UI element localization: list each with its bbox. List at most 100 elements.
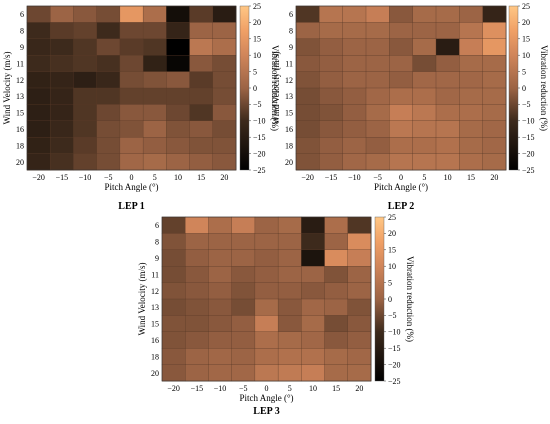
x-tick-label: −5: [104, 173, 113, 182]
colorbar-tick-label: −25: [253, 166, 266, 175]
y-tick-label: 20: [285, 158, 293, 167]
heatmap-cell: [142, 137, 167, 155]
heatmap-cell: [482, 120, 507, 138]
heatmap-cell: [389, 153, 414, 171]
heatmap-cell: [189, 87, 214, 105]
heatmap-cell: [185, 249, 209, 267]
heatmap-cell: [142, 38, 167, 56]
heatmap-cell: [389, 71, 414, 89]
heatmap-cell: [389, 120, 414, 138]
heatmap-cell: [231, 348, 256, 366]
heatmap-cell: [459, 5, 484, 23]
colorbar-tick-label: 25: [388, 213, 396, 222]
heatmap-cell: [185, 331, 209, 349]
heatmap-cell: [185, 216, 209, 234]
heatmap-cell: [119, 87, 144, 105]
heatmap-cell: [212, 120, 237, 138]
heatmap-cell: [482, 137, 507, 155]
heatmap-cell: [119, 5, 144, 23]
heatmap-cell: [212, 22, 237, 40]
heatmap-cell: [254, 249, 279, 267]
y-tick-label: 20: [151, 369, 159, 378]
heatmap-cell: [73, 120, 98, 138]
heatmap-cell: [301, 348, 326, 366]
heatmap-cell: [119, 38, 144, 56]
heatmap-cell: [342, 22, 367, 40]
heatmap-cell: [166, 87, 191, 105]
heatmap-cell: [365, 38, 390, 56]
heatmap-cell: [161, 249, 186, 267]
heatmap-cell: [459, 55, 484, 73]
heatmap-cell: [212, 55, 237, 73]
y-tick-label: 15: [16, 109, 24, 118]
heatmap-cell: [459, 87, 484, 105]
heatmap-cell: [389, 137, 414, 155]
heatmap-cell: [73, 104, 98, 122]
heatmap-cell: [389, 104, 414, 122]
colorbar-tick-label: −10: [522, 117, 535, 126]
y-tick-label: 9: [289, 43, 293, 52]
heatmap-cell: [161, 298, 186, 316]
heatmap-cell: [324, 315, 349, 333]
colorbar-tick-label: 15: [522, 35, 530, 44]
heatmap-cell: [161, 364, 186, 382]
colorbar-title: Vibration reduction (%): [270, 45, 280, 131]
heatmap-cell: [50, 55, 74, 73]
x-tick-label: −10: [214, 384, 227, 393]
heatmap-cell: [324, 298, 349, 316]
plot-frame: [26, 5, 237, 171]
x-axis-title: Pitch Angle (°): [104, 182, 158, 192]
heatmap-cell: [254, 331, 279, 349]
heatmap-cell: [119, 120, 144, 138]
heatmap-cell: [50, 87, 74, 105]
heatmap-cell: [301, 282, 326, 300]
x-tick-label: 15: [332, 384, 340, 393]
panel-caption: LEP 2: [388, 201, 414, 212]
heatmap-cell: [459, 153, 484, 171]
heatmap-cell: [342, 55, 367, 73]
heatmap-cell: [161, 348, 186, 366]
x-tick-label: 5: [153, 173, 157, 182]
heatmap-panel-2: 6 8 9 11 12 13 15 16 18 20 −20 −15 −10 −5 0 5 10 15 20 Pitc…: [271, 2, 549, 212]
heatmap-cell: [185, 348, 209, 366]
heatmap-cell: [96, 137, 121, 155]
x-tick-label: −20: [301, 173, 314, 182]
y-tick-label: 6: [155, 221, 159, 230]
colorbar-tick-label: −20: [388, 360, 401, 369]
heatmap-panel-1: 6 8 9 11 12 13 15 16 18 20 −20 −15 −10 −5 0 5 10 15 20 Pitc…: [2, 2, 280, 212]
x-tick-label: −5: [373, 173, 382, 182]
heatmap-cell: [189, 38, 214, 56]
heatmap-cell: [166, 137, 191, 155]
colorbar-tick-label: −15: [388, 344, 401, 353]
heatmap-cell: [301, 233, 326, 251]
heatmap-cell: [277, 364, 302, 382]
heatmap-cell: [435, 5, 460, 23]
heatmap-cell: [295, 38, 320, 56]
heatmap-cell: [301, 315, 326, 333]
heatmap-cell: [412, 5, 437, 23]
y-tick-label: 20: [16, 158, 24, 167]
heatmap-cell: [324, 249, 349, 267]
heatmap-cell: [319, 137, 344, 155]
heatmap-cell: [277, 266, 302, 284]
heatmap-cell: [231, 282, 256, 300]
heatmap-cell: [365, 104, 390, 122]
heatmap-cell: [166, 120, 191, 138]
heatmap-cell: [324, 266, 349, 284]
y-tick-label: 13: [151, 303, 159, 312]
heatmap-cell: [459, 137, 484, 155]
colorbar-tick-label: −10: [388, 328, 401, 337]
heatmap-cell: [166, 38, 191, 56]
heatmap-cell: [189, 55, 214, 73]
x-tick-label: 15: [197, 173, 205, 182]
colorbar-tick-label: 5: [522, 67, 526, 76]
heatmap-cell: [231, 298, 256, 316]
heatmap-cell: [189, 120, 214, 138]
heatmap-cell: [412, 137, 437, 155]
heatmap-cell: [342, 38, 367, 56]
heatmap-cell: [119, 55, 144, 73]
heatmap-cell: [50, 153, 74, 171]
heatmap-cell: [412, 120, 437, 138]
y-tick-label: 11: [16, 59, 24, 68]
heatmap-cell: [142, 120, 167, 138]
